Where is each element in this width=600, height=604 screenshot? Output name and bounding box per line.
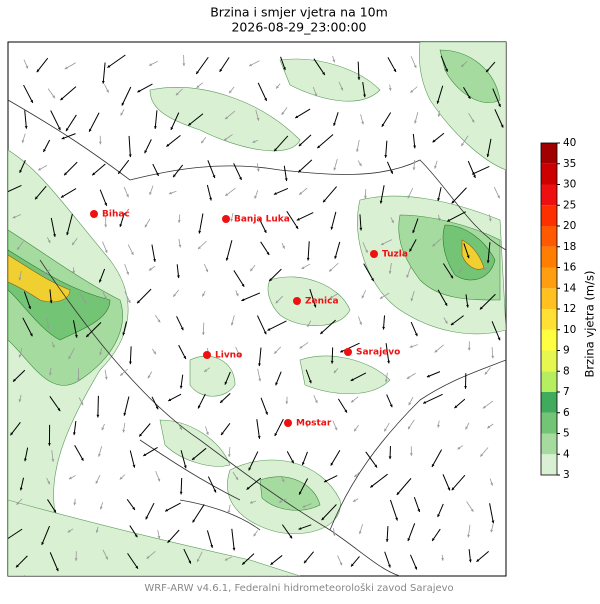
wind-arrow-head (23, 584, 26, 587)
city-marker (293, 297, 301, 305)
colorbar-label: Brzina vjetra (m/s) (583, 271, 597, 378)
wind-arrow-head (122, 583, 125, 586)
city-label: Zenica (305, 297, 339, 307)
colorbar-segment (541, 434, 557, 455)
colorbar-segment (541, 226, 557, 247)
colorbar-segment (541, 392, 557, 413)
footer: WRF-ARW v4.6.1, Federalni hidrometeorolo… (144, 582, 453, 594)
wind-arrow (467, 583, 468, 600)
city-marker (222, 215, 230, 223)
colorbar-tick-label: 8 (563, 365, 570, 377)
wind-arrow (83, 580, 102, 588)
colorbar-tick-label: 20 (563, 220, 576, 232)
colorbar-segment (541, 351, 557, 372)
wind-arrow-head (79, 592, 82, 595)
city-label: Mostar (296, 419, 332, 429)
wind-arrow (495, 582, 500, 595)
wind-arrow-head (417, 594, 420, 597)
city-marker (90, 210, 98, 218)
colorbar-tick-label: 5 (563, 428, 570, 440)
wind-arrow (122, 581, 127, 586)
wind-arrow-head (83, 586, 86, 589)
colorbar-tick-label: 40 (563, 137, 576, 149)
colorbar-tick-label: 14 (563, 282, 577, 294)
wind-arrow-head (152, 595, 155, 598)
title: Brzina i smjer vjetra na 10m (210, 5, 388, 20)
colorbar-segment (541, 330, 557, 351)
wind-arrow (78, 579, 81, 595)
colorbar-tick-label: 10 (563, 324, 576, 336)
city-marker (203, 351, 211, 359)
colorbar-tick-label: 7 (563, 386, 570, 398)
wind-arrow-head (241, 595, 244, 598)
city-label: Livno (215, 351, 242, 361)
colorbar-tick-label: 6 (563, 407, 570, 419)
wind-arrow-head (2, 192, 5, 195)
city-marker (344, 348, 352, 356)
colorbar-tick-label: 25 (563, 199, 576, 211)
wind-arrow-head (4, 538, 7, 541)
colorbar-segment (541, 309, 557, 330)
city-marker (284, 419, 292, 427)
subtitle: 2026-08-29_23:00:00 (231, 20, 366, 35)
colorbar-tick-label: 16 (563, 262, 577, 274)
city-label: Sarajevo (356, 348, 400, 358)
colorbar-tick-label: 3 (563, 469, 570, 481)
city-label: Bihać (102, 209, 130, 220)
wind-arrow (36, 579, 51, 587)
colorbar-segment (541, 268, 557, 289)
city-label: Banja Luka (234, 215, 290, 225)
city-label: Tuzla (382, 250, 408, 260)
colorbar-tick-label: 35 (563, 158, 576, 170)
map: Bihać Banja Luka Tuzla Zenica Livno Sarajevo M… (2, 42, 506, 600)
colorbar-segment (541, 205, 557, 226)
wind-arrow-head (497, 592, 500, 595)
colorbar-tick-label: 4 (563, 448, 570, 460)
colorbar-segment (541, 143, 557, 164)
colorbar-segment (541, 454, 557, 475)
city-marker (370, 250, 378, 258)
colorbar-segment (541, 413, 557, 434)
wind-arrow (98, 396, 99, 418)
colorbar-segment (541, 164, 557, 185)
colorbar-segment (541, 288, 557, 309)
colorbar-segment (541, 371, 557, 392)
colorbar-segment (541, 247, 557, 268)
wind-arrow (427, 576, 437, 582)
colorbar-tick-label: 30 (563, 179, 576, 191)
colorbar-segment (541, 185, 557, 206)
colorbar-tick-label: 9 (563, 345, 570, 357)
colorbar-tick-label: 12 (563, 303, 576, 315)
colorbar: 3 4 5 6 7 8 9 10 12 14 16 18 20 25 30 35 40 (541, 137, 577, 481)
colorbar-tick-label: 18 (563, 241, 576, 253)
wind-arrow-head (36, 584, 39, 587)
